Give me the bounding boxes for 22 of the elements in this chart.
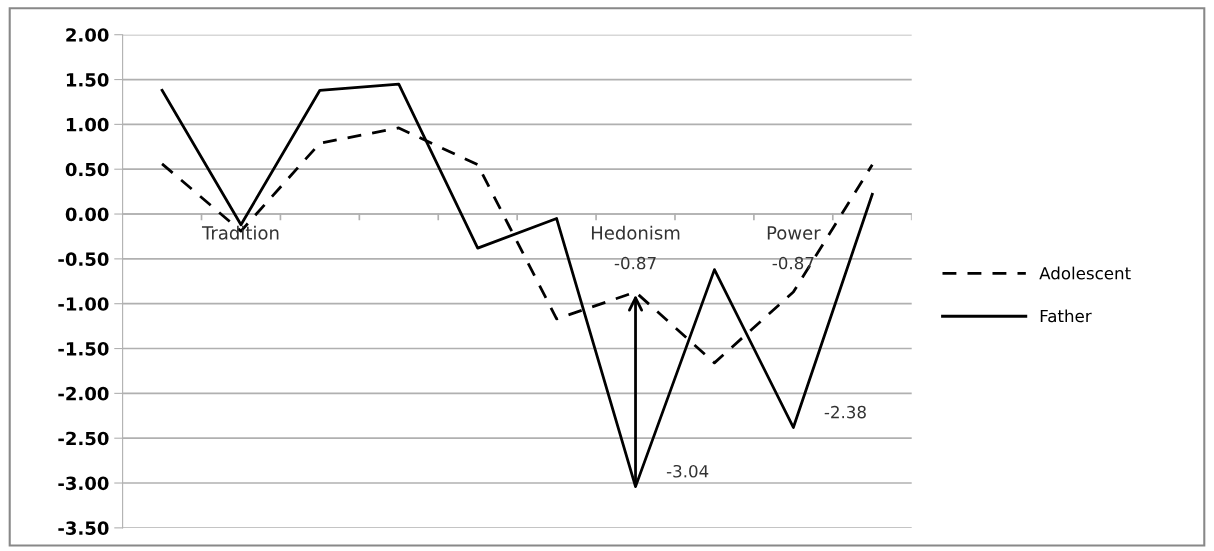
data-label: -2.38	[824, 405, 866, 419]
legend-label: Adolescent	[1039, 266, 1131, 280]
y-tick-label: -3.50	[58, 521, 109, 535]
y-tick-label: 1.50	[66, 73, 109, 87]
legend-label: Father	[1040, 309, 1092, 323]
y-tick-label: 2.00	[66, 28, 109, 42]
y-tick-label: -1.00	[58, 297, 109, 311]
y-tick-label: -3.00	[58, 476, 109, 491]
y-tick-label: 0.00	[65, 207, 109, 222]
y-tick-label: -0.50	[58, 252, 109, 266]
data-label: -0.87	[614, 256, 656, 270]
y-tick-label: 1.00	[66, 117, 109, 132]
y-tick-label: 0.50	[65, 162, 109, 177]
y-tick-label: -2.50	[58, 431, 109, 446]
data-label: -0.87	[772, 256, 814, 270]
line-series	[160, 82, 874, 488]
x-tick-label: Power	[767, 226, 821, 240]
y-tick-label: -1.50	[58, 341, 109, 356]
x-tick-label: Tradition	[201, 225, 279, 240]
x-tick-label: Hedonism	[591, 225, 680, 240]
y-tick-label: -2.00	[58, 386, 109, 401]
data-label: -3.04	[666, 464, 709, 478]
